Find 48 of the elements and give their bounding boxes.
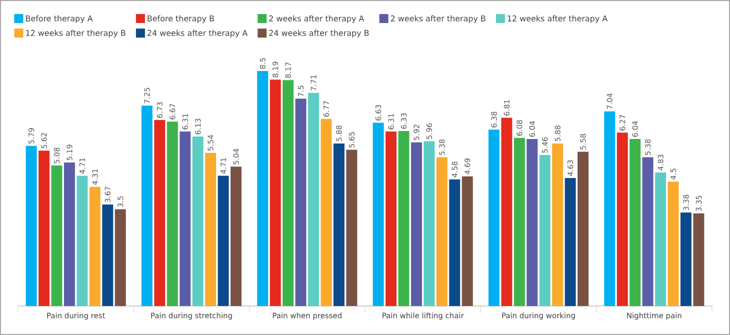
bar [552, 143, 564, 306]
bar [680, 212, 692, 306]
bar [141, 106, 152, 306]
bar [114, 209, 126, 306]
bar [257, 71, 268, 306]
bar [38, 150, 50, 306]
bar [539, 155, 550, 306]
bar [320, 118, 332, 306]
bar [501, 118, 512, 306]
bar [693, 213, 704, 306]
bar [154, 120, 166, 306]
bar [604, 111, 616, 306]
bar [410, 142, 422, 306]
bar [578, 152, 589, 306]
bar [102, 204, 114, 306]
bar [26, 146, 37, 306]
bar [295, 98, 306, 306]
bar [462, 176, 473, 306]
bar [64, 162, 75, 306]
bar [333, 143, 344, 306]
bar [308, 92, 320, 306]
bar [76, 176, 88, 306]
bar [514, 138, 525, 306]
bar [449, 179, 460, 306]
bar [180, 132, 191, 306]
bar [282, 80, 294, 306]
bar [346, 150, 358, 306]
bar [398, 131, 410, 306]
bar [205, 152, 216, 306]
bar [386, 132, 397, 306]
bar [424, 141, 435, 306]
bar [51, 166, 62, 306]
bar [526, 139, 538, 306]
bar [166, 122, 178, 306]
bar [436, 157, 448, 306]
bar [230, 166, 242, 306]
bar [89, 186, 100, 306]
bar [488, 130, 500, 306]
bar [564, 178, 576, 306]
bar [642, 157, 654, 306]
bar [192, 136, 204, 306]
bar [630, 139, 641, 306]
bar [655, 172, 666, 306]
bar [616, 132, 628, 306]
bar [218, 176, 229, 306]
bar [372, 122, 384, 306]
bar [668, 182, 679, 306]
bar [270, 80, 281, 306]
